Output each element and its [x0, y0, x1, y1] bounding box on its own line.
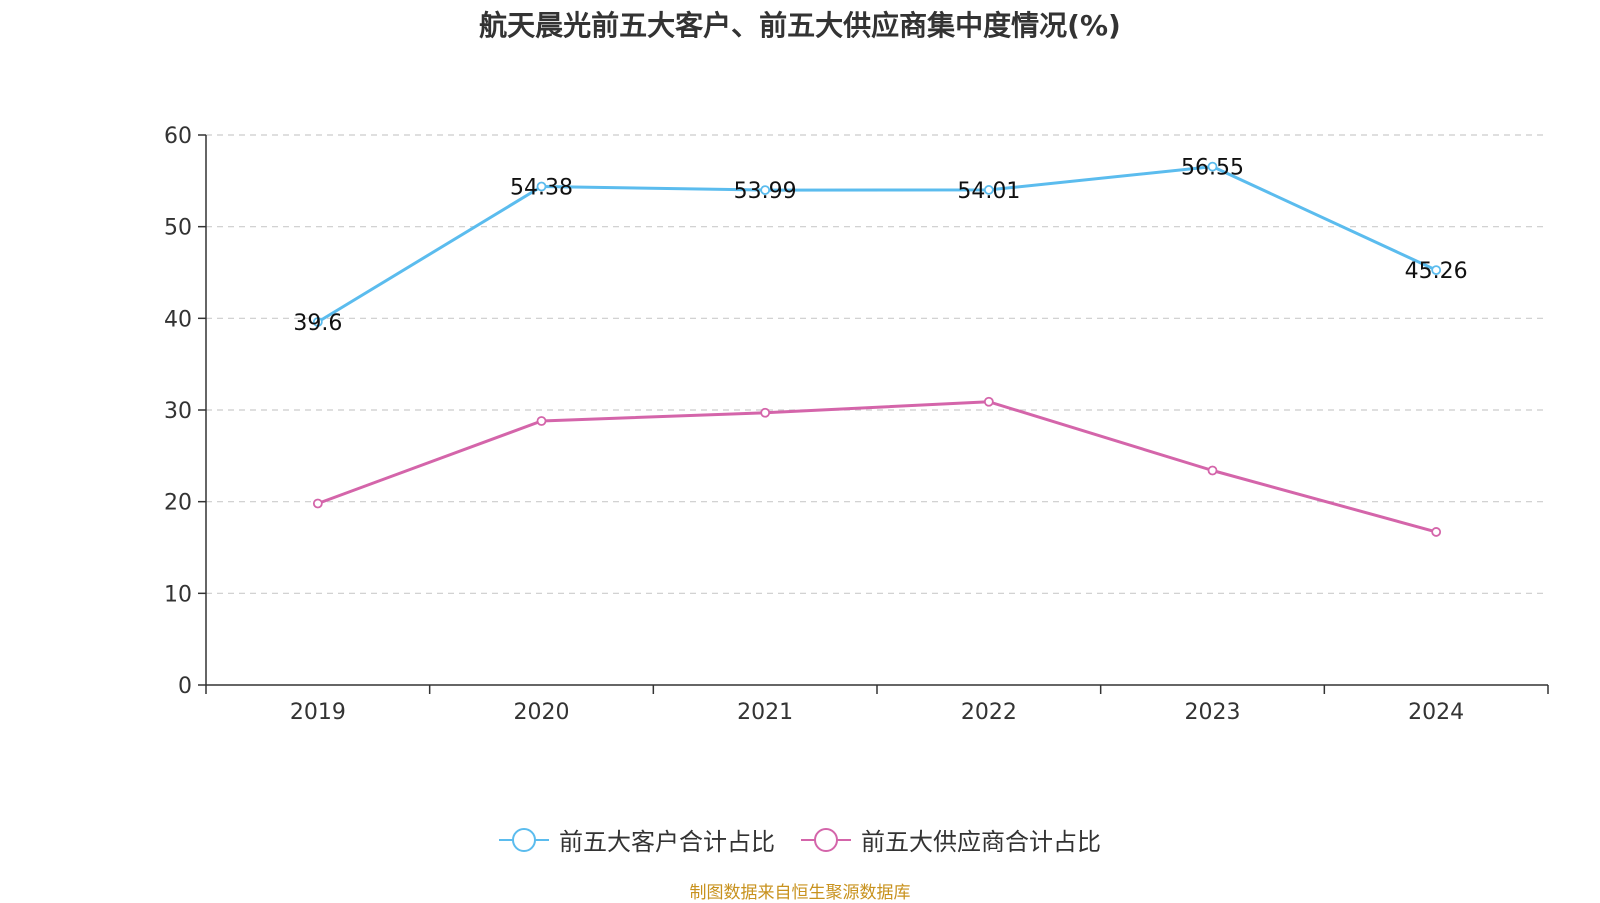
y-tick-label: 50: [164, 216, 192, 241]
data-point: [1431, 527, 1442, 537]
data-point: [1207, 465, 1218, 476]
data-point: [760, 407, 771, 418]
data-label: 56.55: [1181, 156, 1244, 181]
x-tick-label: 2019: [290, 700, 346, 725]
data-point: [536, 416, 547, 426]
chart-title: 航天晨光前五大客户、前五大供应商集中度情况(%): [479, 9, 1121, 42]
data-label: 54.38: [510, 176, 573, 201]
y-tick-label: 30: [164, 399, 192, 424]
series-lines: [312, 161, 1442, 537]
data-point: [1431, 265, 1442, 276]
data-point: [760, 185, 771, 195]
y-tick-label: 40: [164, 307, 192, 332]
data-point: [536, 181, 547, 192]
legend-item-suppliers[interactable]: 前五大供应商合计占比: [801, 822, 1101, 857]
legend-label-suppliers: 前五大供应商合计占比: [861, 828, 1101, 856]
series-line-1: [317, 400, 1437, 534]
data-point: [983, 185, 994, 195]
data-point: [312, 317, 323, 327]
legend-marker-customers: [499, 827, 549, 852]
x-tick-label: 2022: [961, 700, 1017, 725]
x-tick-label: 2020: [514, 700, 570, 725]
y-tick-label: 60: [164, 124, 192, 149]
x-tick-label: 2021: [737, 700, 793, 725]
source-note: 制图数据来自恒生聚源数据库: [689, 883, 911, 903]
x-tick-label: 2023: [1185, 700, 1241, 725]
series-line-0: [317, 165, 1437, 324]
data-label: 39.6: [293, 311, 342, 336]
data-label: 54.01: [957, 179, 1020, 204]
data-point: [312, 498, 323, 509]
axes: 0 10 20 30 40 50 60 2019 2020 2021 2022 2023 2024: [164, 124, 1549, 725]
y-tick-label: 20: [164, 491, 192, 516]
data-label: 53.99: [734, 179, 797, 204]
y-tick-label: 0: [178, 674, 192, 699]
y-tick-label: 10: [164, 582, 192, 607]
data-point: [1207, 161, 1218, 172]
data-point: [983, 396, 994, 407]
legend-item-customers[interactable]: 前五大客户合计占比: [499, 822, 775, 857]
legend-label-customers: 前五大客户合计占比: [559, 828, 775, 856]
legend: 前五大客户合计占比 前五大供应商合计占比: [0, 822, 1600, 857]
legend-marker-suppliers: [801, 827, 851, 852]
grid-lines: [206, 134, 1548, 594]
x-tick-label: 2024: [1408, 700, 1464, 725]
data-label: 45.26: [1405, 259, 1468, 284]
data-labels: 39.6 54.38 53.99 54.01 56.55 45.26: [293, 156, 1467, 336]
